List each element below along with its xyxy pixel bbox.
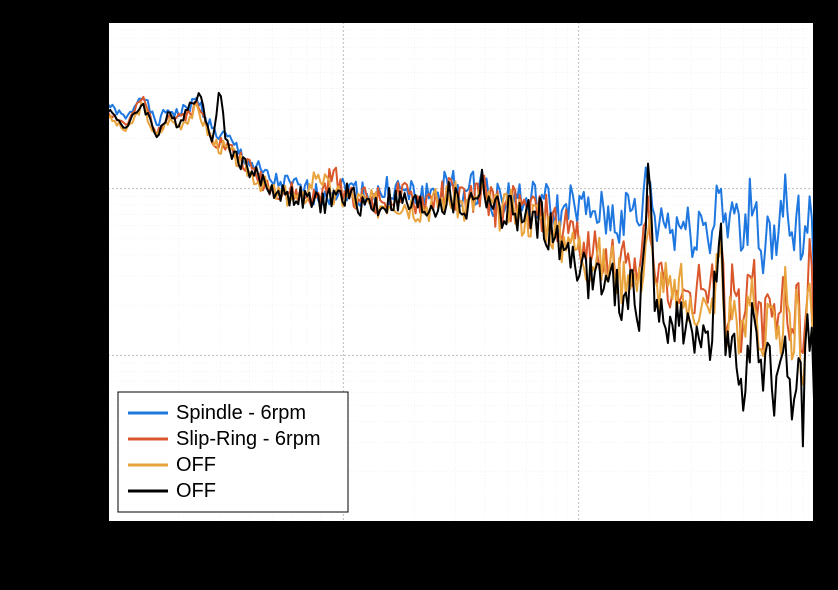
legend-label: OFF [176, 454, 216, 476]
ytick-label: 10-3 [65, 10, 96, 32]
legend-label: Slip-Ring - 6rpm [176, 428, 320, 450]
legend: Spindle - 6rpm Slip-Ring - 6rpm OFF OFF [118, 392, 348, 512]
x-axis-label: Frequency [Hz] [386, 556, 535, 581]
ytick-label: 10-6 [65, 510, 96, 532]
legend-label: OFF [176, 480, 216, 502]
xtick-label: 101 [565, 530, 592, 552]
xtick-label: 100 [330, 530, 357, 552]
xtick-label: 10-1 [93, 530, 124, 552]
asd-spectrum-chart: 10-1 100 101 102 10-6 10-5 10-4 10-3 Frequency [… [0, 0, 838, 590]
ytick-label: 10-5 [65, 343, 96, 365]
xtick-label: 102 [801, 530, 828, 552]
chart-svg: 10-1 100 101 102 10-6 10-5 10-4 10-3 Frequency [… [0, 0, 838, 590]
y-axis-label: ASD [m/s2/√Hz] [17, 196, 43, 348]
legend-label: Spindle - 6rpm [176, 402, 306, 424]
ytick-label: 10-4 [65, 177, 96, 199]
